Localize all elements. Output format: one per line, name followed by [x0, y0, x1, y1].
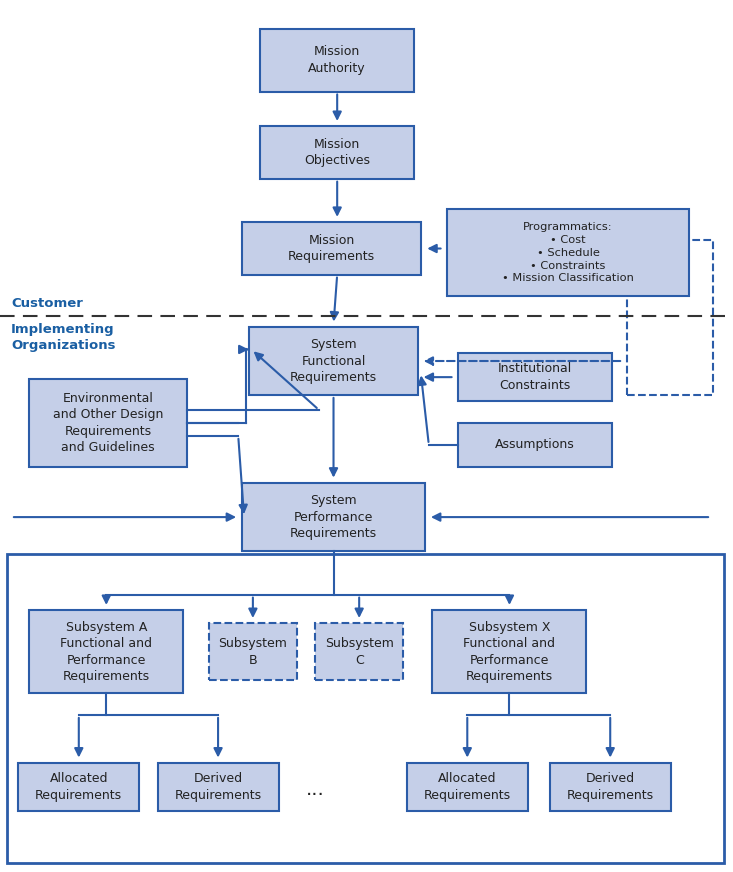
Text: Subsystem
B: Subsystem B — [218, 637, 287, 666]
FancyBboxPatch shape — [18, 763, 139, 811]
Text: Environmental
and Other Design
Requirements
and Guidelines: Environmental and Other Design Requireme… — [53, 392, 163, 454]
FancyBboxPatch shape — [158, 763, 279, 811]
FancyBboxPatch shape — [458, 423, 612, 467]
Text: Institutional
Constraints: Institutional Constraints — [498, 363, 572, 392]
Text: System
Performance
Requirements: System Performance Requirements — [290, 494, 377, 540]
Text: Customer: Customer — [11, 296, 83, 310]
FancyBboxPatch shape — [315, 623, 403, 680]
Text: Subsystem
C: Subsystem C — [325, 637, 394, 666]
Text: Derived
Requirements: Derived Requirements — [567, 773, 654, 801]
Text: Derived
Requirements: Derived Requirements — [174, 773, 262, 801]
FancyBboxPatch shape — [29, 610, 183, 693]
FancyBboxPatch shape — [447, 209, 689, 296]
FancyBboxPatch shape — [407, 763, 528, 811]
FancyBboxPatch shape — [209, 623, 297, 680]
Text: Implementing
Organizations: Implementing Organizations — [11, 323, 116, 351]
FancyBboxPatch shape — [242, 483, 425, 551]
FancyBboxPatch shape — [550, 763, 671, 811]
Text: Mission
Objectives: Mission Objectives — [304, 138, 370, 167]
FancyBboxPatch shape — [29, 379, 187, 467]
Text: Subsystem A
Functional and
Performance
Requirements: Subsystem A Functional and Performance R… — [60, 621, 152, 683]
FancyBboxPatch shape — [249, 327, 418, 395]
FancyBboxPatch shape — [458, 353, 612, 401]
Text: Allocated
Requirements: Allocated Requirements — [35, 773, 122, 801]
Text: Programmatics:
• Cost
• Schedule
• Constraints
• Mission Classification: Programmatics: • Cost • Schedule • Const… — [502, 222, 634, 283]
Text: Assumptions: Assumptions — [496, 439, 575, 451]
FancyBboxPatch shape — [432, 610, 586, 693]
Text: Subsystem X
Functional and
Performance
Requirements: Subsystem X Functional and Performance R… — [463, 621, 556, 683]
Text: Mission
Authority: Mission Authority — [309, 45, 366, 75]
FancyBboxPatch shape — [260, 126, 414, 179]
Text: System
Functional
Requirements: System Functional Requirements — [290, 338, 377, 384]
FancyBboxPatch shape — [260, 29, 414, 92]
FancyBboxPatch shape — [242, 222, 421, 275]
Text: Allocated
Requirements: Allocated Requirements — [424, 773, 511, 801]
Text: ...: ... — [306, 780, 325, 799]
Text: Mission
Requirements: Mission Requirements — [288, 234, 375, 263]
